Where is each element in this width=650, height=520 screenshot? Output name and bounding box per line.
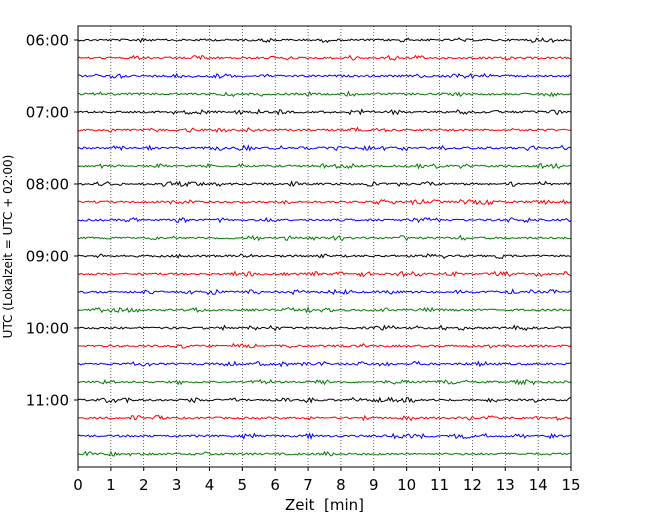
trace-0600 [77, 37, 572, 44]
x-axis-label: Zeit [min] [285, 496, 364, 514]
vertical-grid-lines [110, 26, 539, 467]
x-tick-label: 5 [238, 476, 248, 494]
y-axis-ticks: 06:00 07:00 08:00 09:00 10:00 11:00 [26, 32, 78, 410]
x-tick-label: 15 [561, 476, 580, 494]
x-tick-label: 14 [529, 476, 548, 494]
x-tick-label: 9 [369, 476, 379, 494]
trace-1000 [77, 324, 572, 332]
x-tick-label: 2 [139, 476, 149, 494]
trace-1145 [77, 450, 572, 457]
x-tick-label: 1 [106, 476, 116, 494]
trace-1030 [77, 360, 572, 368]
x-tick-label: 8 [336, 476, 346, 494]
trace-0945 [77, 305, 572, 314]
x-tick-label: 7 [303, 476, 313, 494]
x-tick-label: 6 [270, 476, 280, 494]
trace-0915 [77, 270, 572, 278]
x-tick-label: 0 [73, 476, 83, 494]
x-tick-label: 12 [463, 476, 482, 494]
trace-1130 [77, 432, 572, 441]
trace-0900 [78, 253, 572, 260]
trace-0730 [77, 144, 572, 152]
trace-0745 [77, 162, 572, 170]
x-tick-label: 3 [172, 476, 182, 494]
trace-0700 [77, 108, 572, 116]
trace-1015 [77, 342, 572, 349]
x-tick-label: 10 [397, 476, 416, 494]
y-tick-label: 11:00 [26, 392, 69, 410]
y-tick-label: 10:00 [26, 320, 69, 338]
trace-1115 [77, 414, 572, 422]
x-tick-label: 11 [430, 476, 449, 494]
trace-0630 [78, 72, 572, 80]
y-tick-label: 06:00 [26, 32, 69, 50]
plot-area-frame [77, 25, 572, 468]
trace-1045 [77, 378, 572, 386]
y-tick-label: 08:00 [26, 176, 69, 194]
x-axis-ticks: 0 1 2 3 4 5 6 7 8 9 10 11 12 13 14 15 [73, 467, 581, 494]
trace-1100 [77, 396, 572, 404]
x-tick-label: 4 [205, 476, 215, 494]
trace-0800 [77, 180, 572, 188]
y-axis-label: UTC (Lokalzeit = UTC + 02:00) [1, 155, 15, 339]
trace-0830 [77, 216, 572, 224]
trace-0845 [77, 234, 572, 242]
trace-0930 [77, 288, 572, 296]
trace-0815 [77, 198, 572, 206]
seismogram-traces [77, 37, 572, 457]
trace-0715 [77, 126, 572, 134]
trace-0645 [77, 90, 572, 98]
y-tick-label: 09:00 [26, 248, 69, 266]
y-tick-label: 07:00 [26, 104, 69, 122]
trace-0615 [77, 54, 571, 61]
x-tick-label: 13 [496, 476, 515, 494]
